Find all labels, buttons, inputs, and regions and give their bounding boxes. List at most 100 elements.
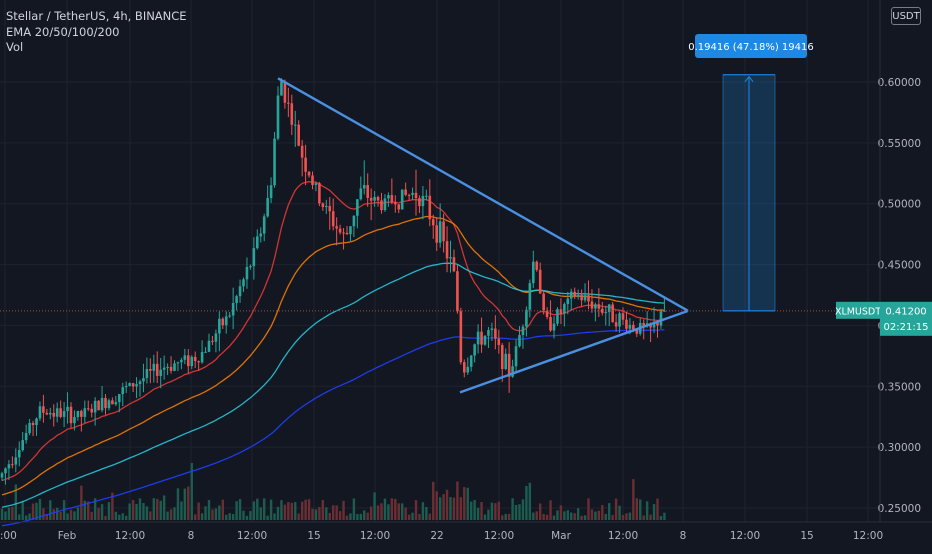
volume-bar [614, 498, 618, 520]
candle-body [152, 363, 156, 371]
price-tick-label: 0.45000 [878, 260, 921, 272]
volume-bar [528, 482, 532, 520]
volume-bar [207, 499, 211, 520]
candle-body [628, 324, 632, 329]
volume-bar [231, 514, 235, 520]
volume-bar [304, 499, 307, 520]
volume-bar [138, 498, 142, 520]
volume-bar [376, 505, 380, 520]
volume-bar [618, 505, 621, 520]
volume-bar [107, 502, 111, 520]
candle-body [273, 138, 276, 186]
volume-bar [387, 504, 390, 520]
volume-bar [294, 502, 297, 520]
last-price-tag [880, 301, 932, 336]
volume-bar [652, 504, 656, 520]
candle-body [656, 321, 659, 326]
time-tick-label: 8 [680, 530, 687, 542]
volume-bar [180, 501, 183, 520]
volume-bar [266, 515, 269, 520]
volume-bar [435, 491, 438, 520]
candle-body [494, 328, 497, 339]
candle-body [231, 302, 235, 316]
volume-bar [473, 500, 476, 520]
candle-body [38, 406, 42, 419]
candle-body [245, 266, 249, 280]
candle-body [663, 310, 666, 312]
volume-bar [28, 513, 31, 520]
volume-bar [159, 500, 162, 520]
volume-bar [104, 515, 107, 520]
legend-volume-indicator[interactable]: Vol [6, 40, 24, 54]
time-tick-label: 8 [188, 530, 195, 542]
candle-body [276, 95, 280, 139]
volume-bar [100, 504, 104, 520]
candle-body [325, 205, 328, 208]
currency-unit-badge[interactable]: USDT [891, 7, 921, 25]
volume-bar [432, 481, 435, 520]
volume-bar [69, 509, 73, 520]
candle-body [21, 440, 24, 451]
candle-body [121, 387, 125, 395]
candle-body [118, 394, 121, 403]
candle-body [180, 359, 183, 363]
volume-bar [238, 499, 242, 520]
time-axis[interactable]: 2:00 Feb 12:00 8 12:00 15 12:00 22 12:00 Mar 12:00… [0, 530, 883, 542]
volume-bar [214, 508, 218, 520]
candle-body [538, 269, 542, 294]
candle-body [345, 232, 349, 235]
candle-body [207, 340, 211, 352]
candle-body [497, 338, 501, 346]
volume-bar [480, 502, 483, 520]
volume-bar [438, 497, 442, 520]
candle-body [590, 301, 594, 309]
volume-bar [38, 498, 42, 520]
time-tick-label: 2:00 [0, 530, 17, 542]
candle-body [642, 323, 645, 327]
volume-bar [390, 498, 394, 520]
volume-bar [259, 507, 262, 520]
volume-bar [73, 511, 76, 520]
triangle-upper-trendline [277, 77, 689, 312]
volume-bar [604, 513, 607, 520]
volume-bar [93, 498, 97, 520]
candle-body [218, 318, 221, 334]
volume-bar [642, 515, 645, 520]
candle-body [525, 309, 528, 327]
volume-bar [49, 500, 52, 520]
measure-arrow-head [744, 75, 754, 83]
candle-body [380, 200, 383, 211]
volume-bar [514, 504, 518, 520]
volume-bar [342, 500, 345, 520]
volume-bar [649, 514, 652, 520]
candle-body [100, 397, 104, 411]
volume-bar [332, 505, 335, 520]
candle-body [566, 298, 570, 305]
price-tick-label: 0.60000 [878, 77, 921, 89]
candle-body [376, 196, 380, 201]
candle-body [594, 304, 597, 309]
volume-bar [466, 487, 469, 520]
volume-bar [556, 510, 559, 520]
volume-bar [507, 513, 511, 520]
bar-close-countdown: 02:21:15 [884, 322, 929, 333]
volume-bar [442, 494, 445, 520]
candle-body [52, 412, 56, 417]
legend-symbol-title[interactable]: Stellar / TetherUS, 4h, BINANCE [6, 9, 187, 23]
volume-bar [297, 513, 300, 520]
candle-body [187, 355, 190, 367]
candle-body [76, 410, 80, 418]
candle-body [304, 157, 307, 172]
volume-bar [587, 498, 590, 520]
candle-body [421, 195, 425, 207]
legend-ema-indicator[interactable]: EMA 20/50/100/200 [6, 24, 120, 39]
volume-bar [280, 500, 283, 520]
candle-body [335, 226, 338, 229]
candle-body [511, 366, 514, 377]
candle-body [621, 313, 625, 320]
volume-bar [228, 513, 231, 520]
volume-bar [663, 512, 666, 520]
drawings[interactable] [0, 74, 880, 394]
